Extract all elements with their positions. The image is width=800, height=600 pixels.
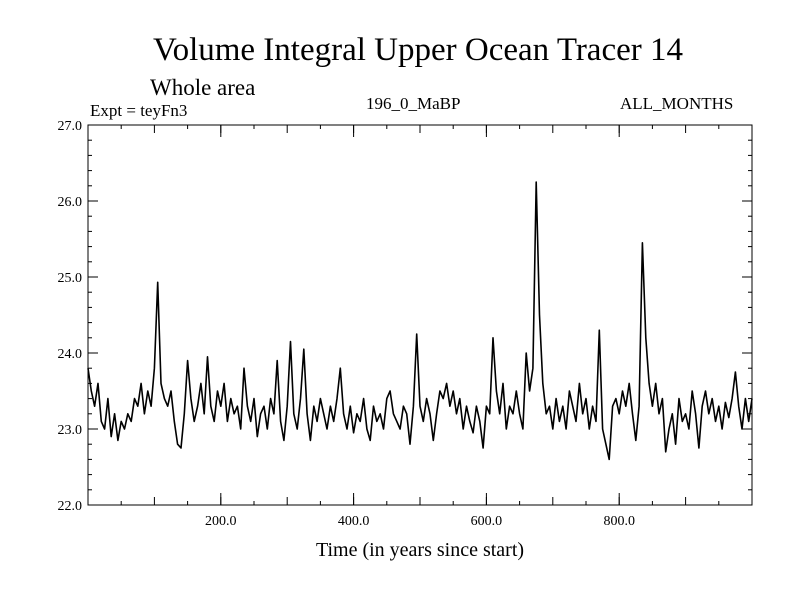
y-tick-label: 27.0 bbox=[58, 119, 83, 134]
y-tick-label: 23.0 bbox=[58, 423, 83, 438]
y-tick-label: 25.0 bbox=[58, 271, 83, 286]
x-tick-label: 200.0 bbox=[205, 514, 237, 529]
y-tick-label: 26.0 bbox=[58, 195, 83, 210]
series-line bbox=[87, 181, 753, 461]
chart-title: Volume Integral Upper Ocean Tracer 14 bbox=[153, 32, 683, 68]
experiment-label: Expt = teyFn3 bbox=[90, 101, 188, 120]
x-tick-label: 600.0 bbox=[471, 514, 503, 529]
run-label: 196_0_MaBP bbox=[366, 94, 461, 113]
series-layer bbox=[87, 181, 753, 461]
axis-ticks: 200.0 400.0 600.0 800.0 22.0 23.0 24.0 25.0 26.0… bbox=[58, 119, 752, 529]
x-axis-label: Time (in years since start) bbox=[315, 539, 525, 561]
y-tick-label: 24.0 bbox=[58, 347, 83, 362]
y-tick-label: 22.0 bbox=[58, 499, 83, 514]
plot-frame bbox=[87, 124, 753, 506]
months-label: ALL_MONTHS bbox=[620, 94, 734, 113]
x-tick-label: 800.0 bbox=[603, 514, 635, 529]
x-tick-label: 400.0 bbox=[338, 514, 370, 529]
chart-subtitle: Whole area bbox=[150, 75, 256, 100]
